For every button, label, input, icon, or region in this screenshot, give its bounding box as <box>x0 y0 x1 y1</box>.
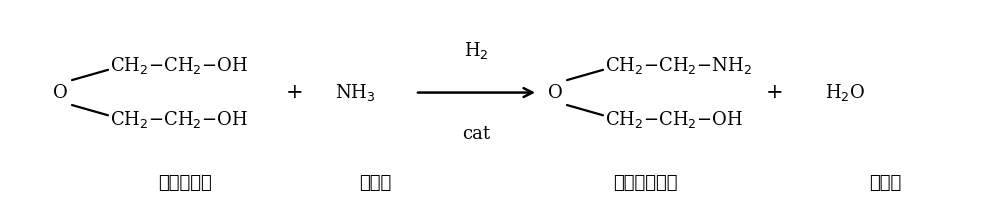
Text: O: O <box>53 84 67 102</box>
Text: +: + <box>286 83 304 102</box>
Text: H$_2$O: H$_2$O <box>825 82 865 103</box>
Text: H$_2$: H$_2$ <box>464 41 489 61</box>
Text: +: + <box>766 83 784 102</box>
Text: （二甘醇）: （二甘醇） <box>158 174 212 192</box>
Text: （二甘醇胺）: （二甘醇胺） <box>613 174 677 192</box>
Text: CH$_2$$-$CH$_2$$-$OH: CH$_2$$-$CH$_2$$-$OH <box>605 109 743 130</box>
Text: NH$_3$: NH$_3$ <box>335 82 375 103</box>
Text: cat: cat <box>462 125 491 143</box>
Text: （氨）: （氨） <box>359 174 391 192</box>
Text: CH$_2$$-$CH$_2$$-$OH: CH$_2$$-$CH$_2$$-$OH <box>110 109 248 130</box>
Text: （水）: （水） <box>869 174 901 192</box>
Text: O: O <box>548 84 562 102</box>
Text: CH$_2$$-$CH$_2$$-$NH$_2$: CH$_2$$-$CH$_2$$-$NH$_2$ <box>605 55 752 76</box>
Text: CH$_2$$-$CH$_2$$-$OH: CH$_2$$-$CH$_2$$-$OH <box>110 55 248 76</box>
